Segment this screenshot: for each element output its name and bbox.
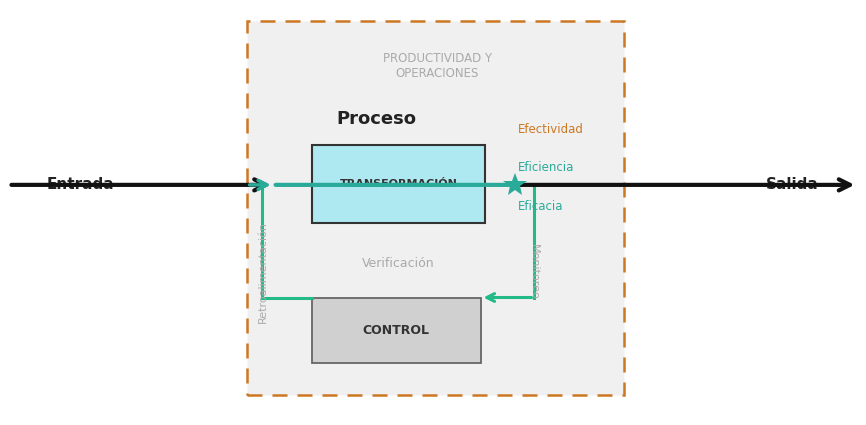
Text: Verificación: Verificación xyxy=(362,257,435,270)
Text: Efectividad: Efectividad xyxy=(518,123,584,136)
Text: PRODUCTIVIDAD Y
OPERACIONES: PRODUCTIVIDAD Y OPERACIONES xyxy=(383,52,492,80)
Text: Salida: Salida xyxy=(766,177,818,193)
Bar xyxy=(312,298,481,363)
Bar xyxy=(312,144,485,223)
Text: Monitoreo: Monitoreo xyxy=(529,244,540,300)
Text: TRANSFORMACIÓN: TRANSFORMACIÓN xyxy=(339,178,457,189)
Text: CONTROL: CONTROL xyxy=(362,324,430,337)
Text: Eficacia: Eficacia xyxy=(518,200,564,212)
Text: Eficiencia: Eficiencia xyxy=(518,162,574,174)
Text: Entrada: Entrada xyxy=(47,177,114,193)
Text: Retroalimentación: Retroalimentación xyxy=(257,221,268,323)
Text: Proceso: Proceso xyxy=(337,110,417,128)
Bar xyxy=(247,21,624,395)
